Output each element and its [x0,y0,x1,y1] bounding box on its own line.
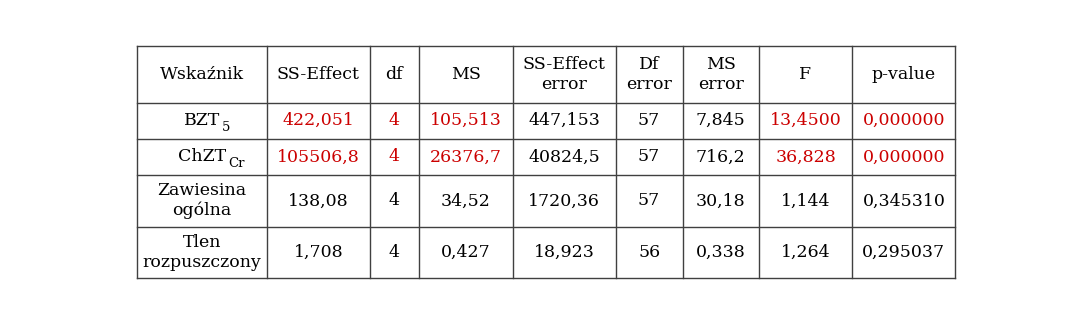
Text: 422,051: 422,051 [282,112,354,129]
Text: 0,295037: 0,295037 [862,244,946,261]
Text: 4: 4 [389,112,400,129]
Text: Df
error: Df error [626,56,672,93]
Text: 13,4500: 13,4500 [770,112,841,129]
Text: 0,000000: 0,000000 [862,148,946,165]
Text: F: F [800,66,811,83]
Text: Cr: Cr [228,157,244,170]
Text: 56: 56 [639,244,660,261]
Text: Zawiesina
ogólna: Zawiesina ogólna [158,182,246,220]
Text: 4: 4 [389,148,400,165]
Text: p-value: p-value [872,66,936,83]
Text: 0,338: 0,338 [696,244,745,261]
Text: 34,52: 34,52 [441,192,490,209]
Text: 138,08: 138,08 [288,192,349,209]
Text: 57: 57 [637,148,660,165]
Text: df: df [386,66,403,83]
Text: 1,264: 1,264 [780,244,830,261]
Text: 716,2: 716,2 [696,148,745,165]
Text: 0,427: 0,427 [441,244,490,261]
Text: 4: 4 [389,244,400,261]
Text: 447,153: 447,153 [529,112,600,129]
Text: 18,923: 18,923 [534,244,595,261]
Text: SS-Effect
error: SS-Effect error [522,56,605,93]
Text: 1,708: 1,708 [293,244,343,261]
Text: 1,144: 1,144 [780,192,830,209]
Text: BZT: BZT [184,112,221,129]
Text: 36,828: 36,828 [775,148,836,165]
Text: 4: 4 [389,192,400,209]
Text: 30,18: 30,18 [696,192,745,209]
Text: 40824,5: 40824,5 [529,148,600,165]
Text: 7,845: 7,845 [696,112,745,129]
Text: 57: 57 [637,192,660,209]
Text: 57: 57 [637,112,660,129]
Text: ChZT: ChZT [178,148,226,165]
Text: 105,513: 105,513 [430,112,502,129]
Text: 0,000000: 0,000000 [862,112,946,129]
Text: Wskaźnik: Wskaźnik [160,66,244,83]
Text: 105506,8: 105506,8 [277,148,359,165]
Text: 26376,7: 26376,7 [430,148,502,165]
Text: 1720,36: 1720,36 [529,192,600,209]
Text: Tlen
rozpuszczony: Tlen rozpuszczony [143,234,261,271]
Text: 5: 5 [222,121,230,134]
Text: MS
error: MS error [697,56,744,93]
Text: MS: MS [451,66,481,83]
Text: 0,345310: 0,345310 [862,192,946,209]
Text: SS-Effect: SS-Effect [277,66,360,83]
